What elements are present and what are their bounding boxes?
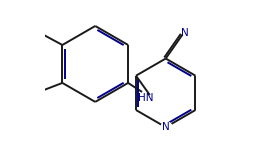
Text: N: N — [162, 122, 170, 132]
Text: HN: HN — [137, 93, 153, 103]
Text: N: N — [181, 28, 188, 38]
